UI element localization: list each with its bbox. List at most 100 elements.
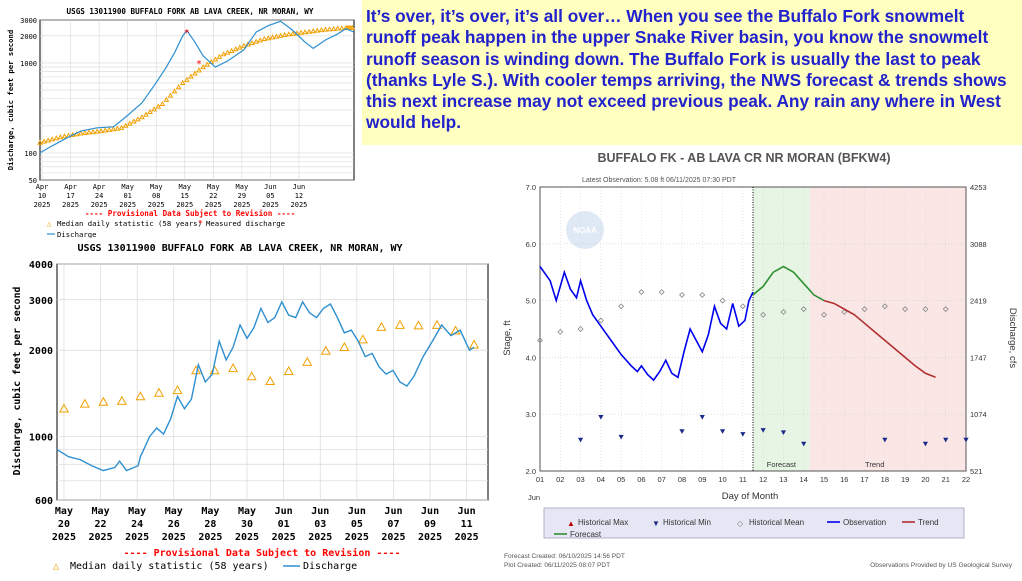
detail-xtick-label: Jun [275,506,293,517]
nws-xtick-label: 15 [820,475,828,484]
nws-y2tick-label: 2419 [970,297,987,306]
overview-median-marker [349,24,356,31]
detail-xtick-label: 26 [168,519,180,530]
overview-median-marker [183,76,190,82]
detail-xtick-label: 24 [131,519,143,530]
nws-ytick-label: 2.0 [526,467,536,476]
nws-historical-min-marker [760,428,766,433]
detail-xtick-label: 22 [95,519,107,530]
overview-median-marker [98,128,105,134]
nws-xtick-label: 22 [962,475,970,484]
overview-median-marker [86,129,92,135]
overview-ytick-label: 1000 [20,60,37,68]
detail-xtick-label: May [238,506,256,517]
nws-ytick-label: 6.0 [526,240,536,249]
detail-xtick-label: Jun [458,506,476,517]
overview-xtick-label: Jun [293,183,306,191]
nws-historical-mean-marker [942,306,949,313]
overview-xtick-label: 17 [66,192,74,200]
overview-median-marker [216,53,223,59]
nws-region-label-trend: Trend [865,460,884,469]
overview-median-marker [192,70,198,76]
overview-xtick-label: 2025 [62,201,79,209]
overview-median-marker [306,28,312,34]
detail-ytick-label: 600 [35,496,53,507]
overview-xtick-label: 2025 [119,201,136,209]
detail-ytick-label: 1000 [29,432,53,443]
overview-legend-measured: Measured discharge [206,219,285,228]
detail-xtick-label: May [128,506,146,517]
detail-xtick-label: 2025 [198,532,222,543]
detail-median-marker [376,321,387,331]
overview-median-marker [334,25,341,31]
overview-median-marker [49,136,56,142]
nws-xtick-label: 08 [678,475,686,484]
detail-xtick-label: 2025 [272,532,296,543]
detail-xtick-label: 20 [58,519,70,530]
overview-median-marker [130,118,137,124]
overview-median-marker [220,51,227,57]
overview-xtick-label: May [236,183,249,191]
detail-median-marker [98,396,109,406]
overview-median-marker [224,49,231,55]
nws-legend-forecast: Forecast [570,530,602,539]
overview-median-marker [126,120,133,126]
overview-xtick-label: 10 [38,192,46,200]
overview-xtick-label: 05 [266,192,274,200]
nws-xtick-label: 12 [759,475,767,484]
detail-ytick-label: 4000 [29,260,53,271]
detail-xtick-label: 11 [461,519,473,530]
nws-historical-mean-marker [841,308,848,315]
nws-historical-mean-marker [800,306,807,313]
detail-xtick-label: 01 [278,519,290,530]
nws-observation-line [539,266,754,382]
overview-median-marker [236,44,243,50]
nws-xtick-label: 04 [597,475,605,484]
detail-revision-note: ---- Provisional Data Subject to Revisio… [124,547,401,559]
nws-historical-min-marker [577,437,584,443]
nws-title: BUFFALO FK - AB LAVA CR NR MORAN (BFKW4) [597,151,890,165]
detail-legend-median: Median daily statistic (58 years) [70,561,269,572]
nws-xtick-label: 14 [800,475,808,484]
overview-ytick-label: 3000 [20,17,37,25]
nws-ytick-label: 5.0 [526,297,536,306]
nws-region-label-forecast: Forecast [767,460,797,469]
overview-median-marker [232,46,239,52]
overview-measured-point: * [196,59,202,70]
nws-xtick-label: 10 [718,475,726,484]
overview-ytick-label: 100 [24,150,37,158]
overview-title: USGS 13011900 BUFFALO FORK AB LAVA CREEK… [67,7,314,16]
detail-median-marker [246,371,257,381]
overview-ytick-label: 50 [29,177,37,185]
detail-xtick-label: 30 [241,519,253,530]
nws-credit: Observations Provided by US Geological S… [870,562,1013,569]
overview-median-marker [310,28,317,34]
nws-historical-mean-marker [537,337,543,344]
detail-xtick-label: Jun [421,506,439,517]
detail-median-marker [431,319,443,329]
detail-median-marker [228,363,239,373]
nws-historical-min-marker [943,437,949,443]
nws-historical-mean-marker [760,311,767,318]
overview-median-marker [200,64,206,70]
nws-y2tick-label: 1747 [970,353,987,362]
overview-xtick-label: May [121,183,134,191]
nws-hydrograph-svg: NOAA BUFFALO FK - AB LAVA CR NR MORAN (B… [502,151,1018,569]
overview-median-marker [318,27,325,33]
detail-median-marker [450,325,461,335]
overview-median-marker [249,40,255,46]
overview-measured-point: * [184,28,190,39]
overview-median-marker [245,41,251,47]
overview-median-marker [330,25,337,31]
overview-legend-measured-marker: * [198,219,203,228]
detail-median-marker [58,403,70,413]
overview-median-marker [188,73,194,79]
detail-xtick-label: 2025 [345,532,369,543]
overview-xtick-label: May [207,183,220,191]
nws-y2label: Discharge, cfs [1007,308,1018,368]
nws-xtick-label: 06 [637,475,645,484]
overview-median-marker [106,126,113,132]
nws-historical-mean-marker [739,303,746,310]
nws-xtick-label: 09 [698,475,706,484]
overview-median-marker [155,103,162,109]
